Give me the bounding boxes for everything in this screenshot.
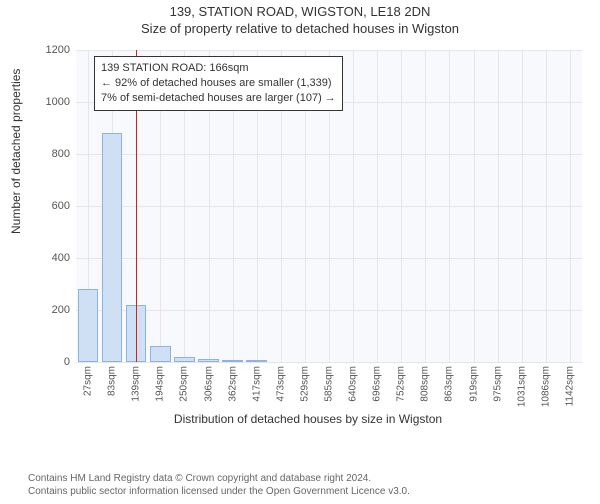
x-tick-label: 640sqm [348,366,359,402]
x-tick-label: 585sqm [324,366,335,402]
callout-line-2: ← 92% of detached houses are smaller (1,… [101,76,336,91]
y-tick-label: 200 [52,304,70,316]
callout-line-1: 139 STATION ROAD: 166sqm [101,61,336,76]
gridline-v [401,50,402,362]
y-tick-label: 600 [52,200,70,212]
callout-line-3: 7% of semi-detached houses are larger (1… [101,91,336,106]
x-tick-label: 83sqm [107,366,118,396]
histogram-bar [246,360,266,362]
gridline-v [546,50,547,362]
histogram-bar [102,133,122,362]
plot-area: 02004006008001000120027sqm83sqm139sqm194… [76,50,582,362]
chart-container: Number of detached properties 0200400600… [28,44,588,424]
gridline-h [76,362,582,363]
y-axis-label: Number of detached properties [9,69,23,234]
page-subtitle: Size of property relative to detached ho… [0,21,600,36]
x-tick-label: 27sqm [83,366,94,396]
x-tick-label: 1086sqm [540,366,551,407]
y-tick-label: 0 [64,356,70,368]
x-tick-label: 863sqm [444,366,455,402]
x-tick-label: 1031sqm [516,366,527,407]
x-tick-label: 808sqm [420,366,431,402]
histogram-bar [150,346,170,362]
x-tick-label: 194sqm [155,366,166,402]
x-tick-label: 529sqm [299,366,310,402]
page-title-address: 139, STATION ROAD, WIGSTON, LE18 2DN [0,4,600,19]
x-tick-label: 250sqm [179,366,190,402]
y-tick-label: 1000 [46,96,70,108]
gridline-v [449,50,450,362]
histogram-bar [222,360,242,362]
gridline-v [498,50,499,362]
x-tick-label: 1142sqm [564,366,575,406]
callout-box: 139 STATION ROAD: 166sqm← 92% of detache… [94,56,343,111]
histogram-bar [198,359,218,362]
x-tick-label: 417sqm [251,366,262,402]
gridline-v [570,50,571,362]
y-tick-label: 1200 [46,44,70,56]
x-tick-label: 919sqm [468,366,479,402]
histogram-bar [78,289,98,362]
x-tick-label: 139sqm [131,366,142,402]
gridline-v [474,50,475,362]
gridline-v [353,50,354,362]
x-tick-label: 362sqm [227,366,238,402]
x-tick-label: 473sqm [275,366,286,402]
gridline-v [425,50,426,362]
footer-line-1: Contains HM Land Registry data © Crown c… [28,472,590,485]
y-tick-label: 400 [52,252,70,264]
y-tick-label: 800 [52,148,70,160]
x-tick-label: 975sqm [492,366,503,402]
histogram-bar [174,357,194,362]
x-tick-label: 306sqm [203,366,214,402]
gridline-v [377,50,378,362]
x-tick-label: 696sqm [372,366,383,402]
x-axis-label: Distribution of detached houses by size … [28,412,588,426]
gridline-v [522,50,523,362]
footer-line-2: Contains public sector information licen… [28,485,590,498]
x-tick-label: 752sqm [396,366,407,402]
footer: Contains HM Land Registry data © Crown c… [28,472,590,498]
